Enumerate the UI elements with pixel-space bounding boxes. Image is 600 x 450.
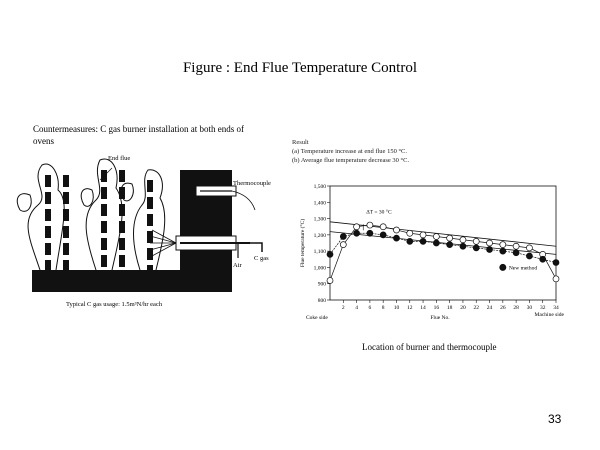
page-number: 33 [548, 412, 562, 426]
usage-note: Typical C gas usage: 1.5m³N/hr each [66, 301, 163, 308]
plot-frame [329, 185, 557, 301]
x-tick-label: 8 [382, 305, 385, 311]
machine-side-label: Machine side [535, 312, 565, 318]
data-point [526, 244, 533, 252]
x-tick-label: 22 [473, 305, 479, 311]
data-point [406, 238, 414, 245]
data-point [379, 231, 387, 239]
y-tick-label: 1,000 [314, 265, 327, 271]
data-point [499, 247, 507, 255]
data-point [446, 234, 453, 242]
data-point [486, 246, 493, 253]
x-axis-label: Flue No. [430, 315, 450, 321]
figure-caption: Location of burner and thermocouple [362, 342, 497, 352]
data-point [339, 241, 347, 248]
data-point [539, 255, 547, 263]
thermocouple-wire [231, 190, 256, 211]
data-point [486, 239, 493, 247]
x-tick-label: 4 [355, 305, 358, 311]
y-tick-label: 1,200 [314, 233, 327, 239]
result-block: Result (a) Temperature increase at end f… [292, 138, 409, 165]
result-line-b: (b) Average flue temperature decrease 30… [292, 157, 410, 164]
x-tick-label: 2 [342, 305, 345, 311]
data-point [433, 233, 440, 240]
data-point [353, 229, 360, 237]
x-tick-label: 30 [527, 305, 533, 311]
y-tick-label: 800 [318, 298, 327, 304]
x-tick-label: 26 [500, 305, 506, 311]
x-tick-label: 24 [487, 305, 493, 311]
gas-inlet [250, 242, 263, 252]
y-tick-label: 1,100 [314, 249, 327, 255]
flue-flames [16, 158, 166, 271]
result-line-a: (a) Temperature increase at end flue 150… [292, 148, 408, 155]
data-point [552, 275, 560, 283]
data-point [499, 241, 507, 248]
oven-floor [32, 270, 232, 292]
y-axis-label: Flue temperature (°C) [299, 219, 306, 267]
data-point [512, 242, 520, 250]
legend-label-new-method: New method [509, 265, 538, 271]
result-heading: Result [292, 139, 309, 146]
data-point [393, 226, 400, 234]
label-end-flue: End flue [108, 155, 131, 162]
data-point [552, 259, 560, 266]
delta-t-annotation: ΔT = 30 °C [366, 209, 392, 216]
data-point [419, 231, 427, 239]
data-point [379, 223, 387, 231]
data-point [393, 234, 400, 242]
data-point [459, 242, 467, 250]
data-point [406, 229, 414, 237]
y-tick-label: 1,300 [314, 217, 327, 223]
x-tick-label: 16 [434, 305, 440, 311]
coke-side-label: Coke side [306, 315, 328, 321]
slide-title: Figure : End Flue Temperature Control [182, 60, 418, 76]
x-tick-label: 20 [460, 305, 466, 311]
y-tick-label: 1,500 [314, 184, 327, 190]
countermeasures-heading: Countermeasures: C gas burner installati… [33, 124, 244, 146]
data-point [433, 239, 440, 247]
legend-marker-new-method [499, 263, 507, 271]
x-tick-label: 34 [553, 305, 559, 311]
x-tick-label: 14 [420, 305, 426, 311]
x-tick-label: 28 [513, 305, 519, 311]
data-point [419, 238, 427, 245]
data-point [526, 252, 533, 260]
x-tick-label: 12 [407, 305, 413, 311]
y-tick-label: 1,400 [314, 200, 327, 206]
data-point [472, 238, 480, 245]
data-point [472, 244, 480, 252]
data-point [326, 277, 334, 284]
data-point [339, 233, 347, 240]
data-point [459, 236, 467, 244]
data-point [446, 241, 453, 248]
data-point [366, 229, 374, 237]
end-flue-pointer [99, 167, 113, 181]
data-point [326, 251, 334, 258]
flue-walls [45, 170, 153, 270]
x-tick-label: 18 [447, 305, 453, 311]
trend-line-new [329, 231, 557, 255]
x-tick-label: 10 [394, 305, 400, 311]
label-air: Air [233, 262, 242, 269]
label-thermocouple: Thermocouple [233, 180, 271, 187]
label-c-gas: C gas [254, 255, 269, 262]
y-tick-label: 900 [318, 282, 327, 288]
data-point [353, 223, 360, 231]
x-tick-label: 6 [369, 305, 372, 311]
data-point [512, 249, 520, 257]
data-point [366, 221, 374, 229]
x-tick-label: 32 [540, 305, 546, 311]
